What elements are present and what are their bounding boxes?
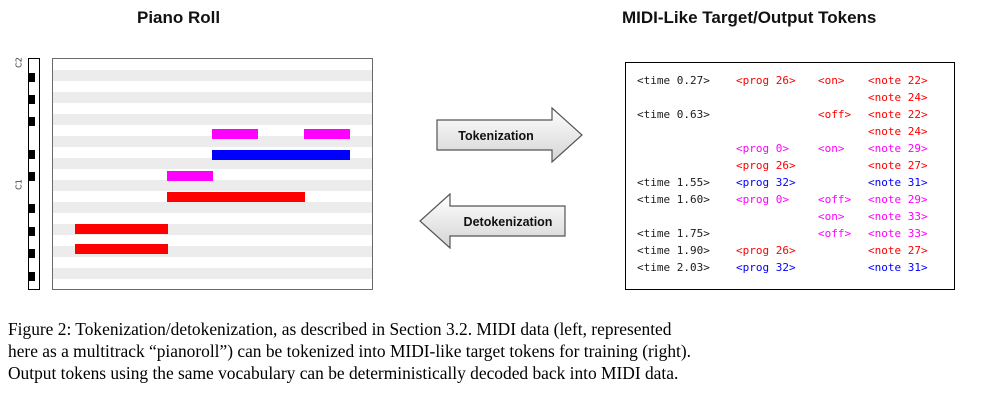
program-token: <prog 32> — [736, 261, 796, 274]
black-key — [29, 204, 35, 213]
row-stripe — [53, 158, 372, 169]
tokenization-label: Tokenization — [458, 129, 533, 143]
row-stripe — [53, 268, 372, 279]
event-token: <off> — [818, 108, 852, 121]
note-token: <note 29> — [868, 142, 928, 155]
program-token: <prog 26> — [736, 244, 796, 257]
note-token: <note 24> — [868, 125, 928, 138]
piano-roll-title: Piano Roll — [137, 8, 221, 27]
row-stripe — [53, 92, 372, 103]
time-token: <time 1.75> — [637, 227, 710, 240]
token-box: <time 0.27> <prog 26> <on> <note 22> <note 2… — [625, 62, 955, 290]
program-token: <prog 0> — [736, 193, 789, 206]
row-stripe — [53, 70, 372, 81]
figure-caption: Figure 2: Tokenization/detokenization, a… — [8, 318, 976, 384]
note-token: <note 31> — [868, 261, 928, 274]
program-token: <prog 26> — [736, 74, 796, 87]
note-red-3 — [75, 244, 168, 254]
note-magenta-2 — [304, 129, 350, 139]
tokens-panel-title: MIDI-Like Target/Output Tokens — [622, 8, 877, 27]
tokenization-arrow: Tokenization — [436, 107, 583, 163]
program-token: <prog 32> — [736, 176, 796, 189]
row-stripe — [53, 114, 372, 125]
note-magenta-3 — [167, 171, 213, 181]
time-token: <time 1.60> — [637, 193, 710, 206]
note-token: <note 27> — [868, 244, 928, 257]
time-token: <time 0.63> — [637, 108, 710, 121]
row-stripe — [53, 180, 372, 191]
time-token: <time 0.27> — [637, 74, 710, 87]
note-token: <note 33> — [868, 210, 928, 223]
time-token: <time 2.03> — [637, 261, 710, 274]
row-stripe — [53, 136, 372, 147]
note-token: <note 29> — [868, 193, 928, 206]
arrow-left-icon — [419, 193, 566, 249]
row-stripe — [53, 246, 372, 257]
black-key — [29, 150, 35, 159]
black-key — [29, 172, 35, 181]
arrow-right-icon — [436, 107, 583, 163]
caption-line-3: Output tokens using the same vocabulary … — [8, 363, 679, 383]
row-stripe — [53, 202, 372, 213]
note-token: <note 24> — [868, 91, 928, 104]
note-blue — [212, 150, 350, 160]
piano-roll-grid — [52, 58, 373, 290]
octave-label-c1: C1 — [14, 179, 24, 190]
event-token: <on> — [818, 210, 845, 223]
note-red-1 — [167, 192, 305, 202]
detokenization-arrow: Detokenization — [419, 193, 566, 249]
note-red-2 — [75, 224, 168, 234]
note-token: <note 22> — [868, 108, 928, 121]
event-token: <off> — [818, 193, 852, 206]
octave-label-c2: C2 — [14, 57, 24, 68]
event-token: <off> — [818, 227, 852, 240]
black-key — [29, 249, 35, 258]
event-token: <on> — [818, 142, 845, 155]
time-token: <time 1.55> — [637, 176, 710, 189]
black-key — [29, 227, 35, 236]
program-token: <prog 26> — [736, 159, 796, 172]
black-key — [29, 95, 35, 104]
event-token: <on> — [818, 74, 845, 87]
program-token: <prog 0> — [736, 142, 789, 155]
black-key — [29, 117, 35, 126]
caption-line-2: here as a multitrack “pianoroll”) can be… — [8, 341, 691, 361]
piano-keyboard — [28, 58, 40, 290]
note-token: <note 27> — [868, 159, 928, 172]
note-magenta-1 — [212, 129, 258, 139]
time-token: <time 1.90> — [637, 244, 710, 257]
black-key — [29, 73, 35, 82]
black-key — [29, 272, 35, 281]
detokenization-label: Detokenization — [464, 215, 553, 229]
caption-line-1: Figure 2: Tokenization/detokenization, a… — [8, 319, 672, 339]
note-token: <note 31> — [868, 176, 928, 189]
note-token: <note 33> — [868, 227, 928, 240]
note-token: <note 22> — [868, 74, 928, 87]
row-stripe — [53, 224, 372, 235]
